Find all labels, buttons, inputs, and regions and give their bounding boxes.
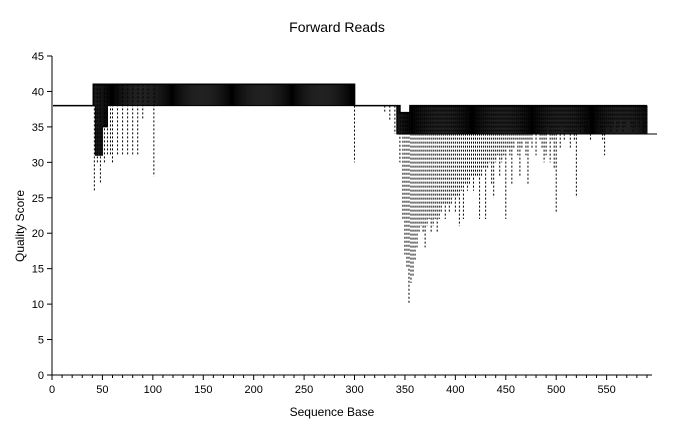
x-axis-label: Sequence Base (290, 405, 375, 419)
y-tick-label: 35 (32, 122, 44, 134)
chart-title: Forward Reads (289, 19, 385, 35)
y-axis-label: Quality Score (13, 190, 27, 262)
x-tick-label: 200 (245, 384, 263, 396)
y-tick-label: 0 (38, 370, 44, 382)
x-tick-label: 0 (49, 384, 55, 396)
y-tick-label: 45 (32, 51, 44, 63)
x-tick-label: 150 (194, 384, 212, 396)
y-tick-label: 25 (32, 193, 44, 205)
y-tick-label: 40 (32, 86, 44, 98)
x-tick-label: 100 (144, 384, 162, 396)
median-line (53, 83, 647, 114)
x-tick-label: 500 (547, 384, 565, 396)
y-tick-label: 15 (32, 264, 44, 276)
y-axis: 0 5 10 15 20 25 30 35 40 45 (32, 51, 53, 382)
x-tick-label: 250 (295, 384, 313, 396)
x-tick-label: 50 (96, 384, 108, 396)
y-tick-label: 30 (32, 157, 44, 169)
plot-area (53, 83, 658, 305)
y-tick-label: 10 (32, 299, 44, 311)
y-tick-label: 20 (32, 228, 44, 240)
x-tick-label: 400 (446, 384, 464, 396)
x-tick-label: 450 (497, 384, 515, 396)
x-tick-label: 550 (597, 384, 615, 396)
x-tick-label: 350 (396, 384, 414, 396)
y-tick-label: 5 (38, 335, 44, 347)
x-axis: 0 50 100 150 200 250 300 350 400 450 500 550 (49, 374, 652, 396)
x-tick-label: 300 (345, 384, 363, 396)
